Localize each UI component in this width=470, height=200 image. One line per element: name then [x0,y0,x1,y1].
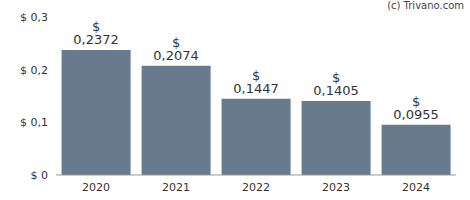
svg-text:$0,1447: $0,1447 [233,68,279,96]
svg-text:2023: 2023 [322,181,350,194]
svg-text:$0,2372: $0,2372 [73,19,119,47]
html-text:(c) Trivano.com: (c) Trivano.com [387,0,464,11]
svg-text:$ 0,1: $ 0,1 [20,116,48,129]
svg-text:$0,0955: $0,0955 [393,94,439,122]
svg-text:$ 0: $ 0 [31,169,49,182]
svg-text:$0,2074: $0,2074 [153,35,199,63]
svg-text:2020: 2020 [82,181,110,194]
svg-text:$ 0,2: $ 0,2 [20,64,48,77]
svg-text:2024: 2024 [402,181,430,194]
svg-text:$0,1405: $0,1405 [313,70,359,98]
svg-text:2022: 2022 [242,181,270,194]
svg-text:$ 0,3: $ 0,3 [20,11,48,24]
svg-text:2021: 2021 [162,181,190,194]
